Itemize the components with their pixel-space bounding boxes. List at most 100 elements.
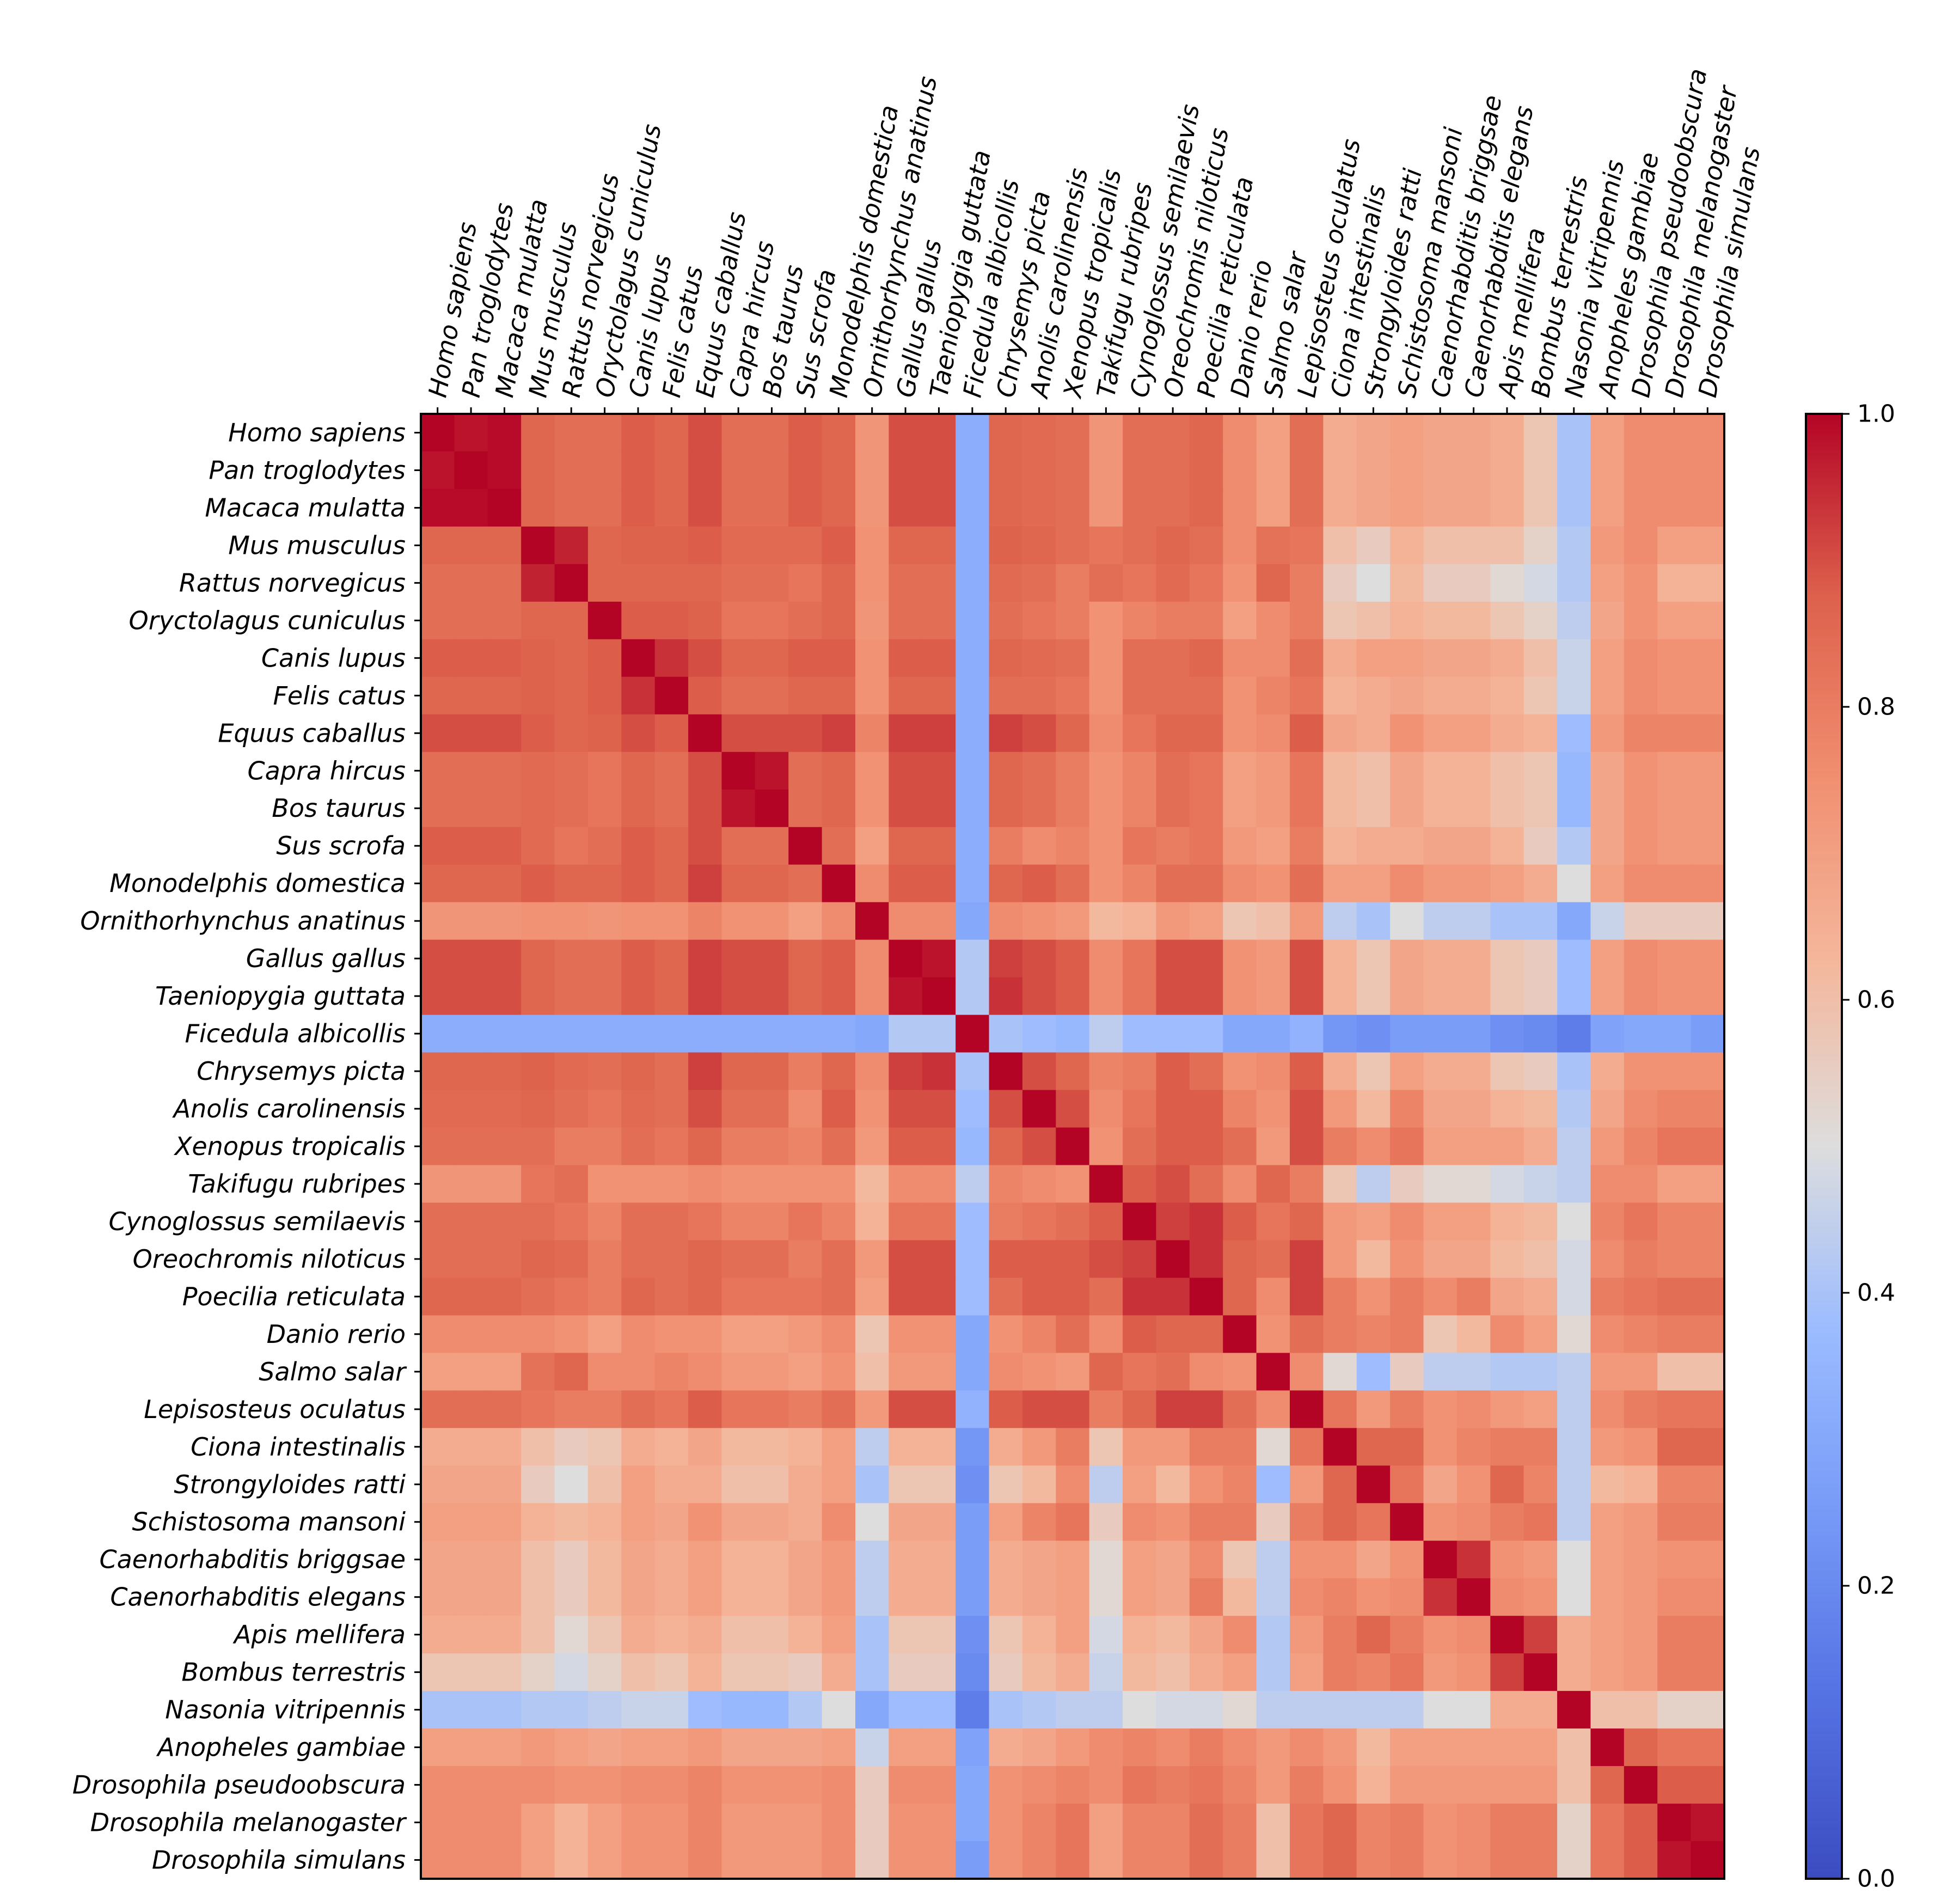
- colorbar-tick-label: 0.0: [1857, 1865, 1895, 1893]
- heatmap-cell: [1690, 1278, 1725, 1316]
- heatmap-cell: [454, 939, 488, 978]
- heatmap-cell: [1189, 752, 1223, 790]
- heatmap-cell: [521, 1578, 555, 1616]
- heatmap-cell: [1390, 977, 1424, 1016]
- heatmap-cell: [1390, 1653, 1424, 1691]
- heatmap-cell: [554, 1165, 589, 1203]
- heatmap-cell: [688, 601, 722, 640]
- heatmap-cell: [487, 1804, 522, 1842]
- heatmap-cell: [955, 1202, 990, 1241]
- heatmap-cell: [1123, 488, 1157, 527]
- row-label: Felis catus: [273, 681, 406, 710]
- heatmap-cell: [922, 1616, 956, 1654]
- heatmap-cell: [922, 676, 956, 715]
- heatmap-cell: [989, 1841, 1023, 1879]
- heatmap-cell: [454, 1015, 488, 1053]
- heatmap-cell: [1189, 1465, 1223, 1504]
- heatmap-cell: [1256, 1578, 1290, 1616]
- heatmap-cell: [621, 1165, 656, 1203]
- heatmap-cell: [1557, 1315, 1591, 1353]
- heatmap-cell: [1523, 864, 1558, 903]
- heatmap-cell: [487, 1766, 522, 1804]
- heatmap-cell: [788, 1616, 823, 1654]
- heatmap-cell: [955, 827, 990, 865]
- heatmap-cell: [1123, 1052, 1157, 1091]
- heatmap-cell: [788, 1428, 823, 1466]
- heatmap-cell: [487, 902, 522, 940]
- heatmap-cell: [1557, 1691, 1591, 1729]
- heatmap-cell: [1290, 639, 1324, 677]
- heatmap-cell: [421, 526, 455, 565]
- heatmap-cell: [1456, 714, 1491, 753]
- heatmap-cell: [755, 1052, 789, 1091]
- heatmap-cell: [1056, 939, 1090, 978]
- heatmap-cell: [1624, 1240, 1658, 1279]
- heatmap-cell: [1123, 526, 1157, 565]
- heatmap-cell: [1056, 526, 1090, 565]
- heatmap-cell: [1056, 1390, 1090, 1428]
- heatmap-cell: [1290, 1278, 1324, 1316]
- heatmap-cell: [454, 1278, 488, 1316]
- heatmap-cell: [1490, 1240, 1524, 1279]
- heatmap-cell: [955, 1015, 990, 1053]
- heatmap-cell: [587, 714, 622, 753]
- heatmap-cell: [1590, 1616, 1625, 1654]
- heatmap-cell: [554, 1127, 589, 1166]
- heatmap-cell: [688, 752, 722, 790]
- heatmap-cell: [1557, 676, 1591, 715]
- heatmap-cell: [587, 414, 622, 452]
- heatmap-cell: [822, 1653, 856, 1691]
- heatmap-cell: [721, 1165, 756, 1203]
- heatmap-cell: [788, 1353, 823, 1391]
- heatmap-cell: [788, 564, 823, 602]
- heatmap-cell: [421, 1616, 455, 1654]
- heatmap-cell: [1624, 526, 1658, 565]
- heatmap-cell: [1523, 977, 1558, 1016]
- heatmap-cell: [855, 1841, 889, 1879]
- heatmap-cell: [1156, 902, 1190, 940]
- heatmap-cell: [1256, 1428, 1290, 1466]
- heatmap-cell: [721, 1390, 756, 1428]
- heatmap-cell: [1590, 1541, 1625, 1579]
- heatmap-cell: [454, 1804, 488, 1842]
- row-label: Xenopus tropicalis: [174, 1132, 406, 1161]
- heatmap-cell: [487, 752, 522, 790]
- heatmap-cell: [1189, 864, 1223, 903]
- heatmap-cell: [1657, 789, 1692, 828]
- heatmap-cell: [721, 1015, 756, 1053]
- heatmap-cell: [688, 1240, 722, 1279]
- heatmap-cell: [822, 1202, 856, 1241]
- heatmap-cell: [855, 526, 889, 565]
- heatmap-cell: [1156, 1353, 1190, 1391]
- heatmap-cell: [587, 1353, 622, 1391]
- heatmap-cell: [1390, 1616, 1424, 1654]
- heatmap-cell: [1657, 1428, 1692, 1466]
- heatmap-cell: [1356, 451, 1391, 490]
- heatmap-cell: [1189, 1804, 1223, 1842]
- heatmap-cell: [1056, 1315, 1090, 1353]
- heatmap-cell: [889, 526, 923, 565]
- heatmap-cell: [1423, 789, 1457, 828]
- heatmap-cell: [654, 714, 689, 753]
- heatmap-cell: [1690, 1090, 1725, 1128]
- heatmap-cell: [521, 789, 555, 828]
- heatmap-cell: [521, 752, 555, 790]
- heatmap-cell: [1423, 1578, 1457, 1616]
- heatmap-cell: [1189, 939, 1223, 978]
- heatmap-cell: [1523, 1841, 1558, 1879]
- heatmap-cell: [1557, 1766, 1591, 1804]
- heatmap-cell: [822, 1766, 856, 1804]
- heatmap-cell: [554, 939, 589, 978]
- heatmap-cell: [621, 1465, 656, 1504]
- heatmap-cell: [521, 1315, 555, 1353]
- heatmap-cell: [587, 1090, 622, 1128]
- heatmap-cell: [855, 1766, 889, 1804]
- heatmap-cell: [654, 639, 689, 677]
- heatmap-cell: [1590, 902, 1625, 940]
- heatmap-cell: [688, 902, 722, 940]
- row-label: Danio rerio: [267, 1319, 406, 1349]
- heatmap-cell: [1590, 1390, 1625, 1428]
- heatmap-cell: [1223, 1728, 1257, 1767]
- heatmap-cell: [1690, 789, 1725, 828]
- heatmap-cell: [554, 789, 589, 828]
